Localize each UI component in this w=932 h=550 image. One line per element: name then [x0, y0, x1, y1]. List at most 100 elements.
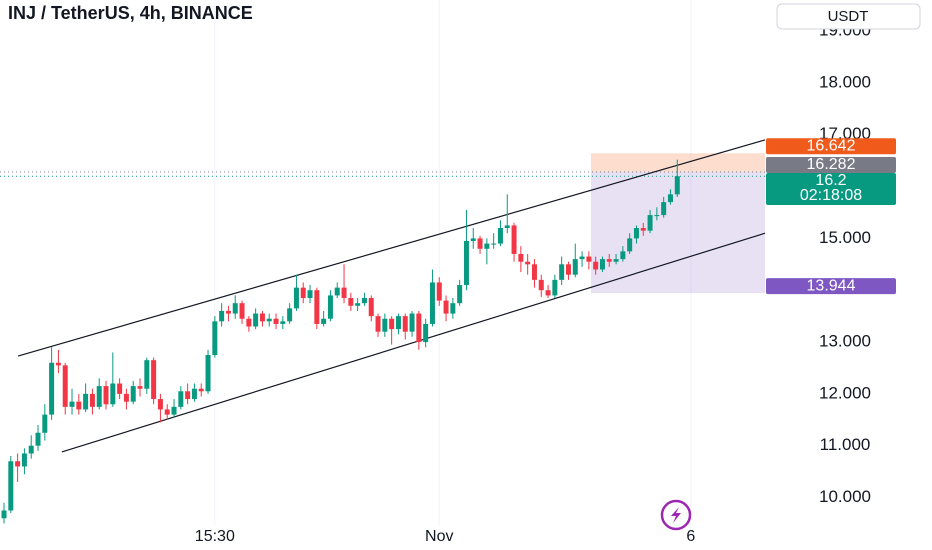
candle-body — [103, 386, 109, 405]
candle-body — [293, 287, 299, 309]
candle-body — [450, 303, 456, 314]
candle-body — [49, 362, 55, 415]
candle-body — [8, 461, 14, 511]
candle-body — [661, 202, 667, 216]
candle-body — [477, 238, 483, 249]
chart-title: INJ / TetherUS, 4h, BINANCE — [8, 3, 253, 23]
candle-body — [457, 285, 463, 304]
candle-body — [429, 282, 435, 324]
candle-body — [273, 318, 279, 324]
y-tick-label: 11.000 — [820, 435, 871, 454]
currency-label[interactable]: USDT — [828, 8, 869, 25]
x-tick-label: Nov — [425, 528, 453, 545]
candle-body — [633, 228, 639, 239]
candle-body — [654, 215, 660, 217]
candle-body — [171, 406, 177, 415]
candle-body — [15, 461, 21, 467]
candle-body — [307, 290, 313, 299]
price-badge-label: 16.2 — [815, 172, 846, 189]
candle-body — [395, 316, 401, 330]
stop-zone — [590, 153, 765, 172]
candle-body — [423, 323, 429, 343]
candle-body — [375, 316, 381, 332]
candle-body — [239, 303, 245, 319]
candle-body — [198, 388, 204, 392]
candle-body — [667, 194, 673, 203]
candle-body — [117, 383, 123, 394]
channel-line — [61, 232, 766, 453]
candle-body — [287, 308, 293, 322]
candle-body — [130, 386, 136, 402]
x-tick-label: 6 — [686, 528, 695, 545]
candle-body — [212, 321, 218, 356]
candle-body — [1, 510, 7, 519]
candle-body — [484, 243, 490, 249]
candle-body — [151, 360, 157, 400]
candle-body — [599, 259, 605, 270]
candle-body — [246, 318, 252, 327]
candle-body — [531, 264, 537, 280]
candle-body — [389, 318, 395, 330]
price-badge-label: 16.282 — [807, 156, 856, 173]
candle-body — [674, 176, 680, 195]
price-badge — [766, 172, 896, 205]
candle-body — [470, 238, 476, 241]
candle-body — [627, 238, 633, 252]
candle-body — [579, 256, 585, 260]
candle-body — [348, 298, 354, 306]
price-badge-label: 13.944 — [807, 277, 856, 294]
x-tick-label: 15:30 — [195, 528, 235, 545]
y-tick-label: 13.000 — [819, 332, 871, 351]
candle-body — [327, 295, 333, 319]
candle-body — [443, 300, 449, 314]
candle-body — [504, 225, 510, 229]
currency-button[interactable] — [776, 3, 921, 30]
y-tick-label: 12.000 — [819, 383, 871, 402]
candle-body — [55, 362, 61, 366]
candle-body — [89, 393, 95, 407]
y-tick-label: 15.000 — [819, 228, 871, 247]
candle-body — [280, 321, 286, 324]
plot-area — [0, 0, 766, 525]
candle-body — [355, 303, 361, 306]
candle-body — [185, 391, 191, 400]
price-badge-label: 16.642 — [807, 138, 856, 155]
candle-body — [232, 303, 238, 314]
candle-body — [559, 264, 565, 280]
price-badge — [766, 138, 896, 155]
candle-body — [300, 287, 306, 299]
countdown-label: 02:18:08 — [800, 187, 862, 204]
candle-body — [606, 259, 612, 262]
candle-body — [321, 318, 327, 324]
candle-body — [572, 259, 578, 275]
candle-body — [110, 383, 116, 405]
candle-body — [157, 399, 163, 410]
candle-body — [35, 432, 41, 446]
channel-line — [17, 139, 766, 357]
candle-body — [164, 409, 170, 415]
candle-body — [178, 391, 184, 407]
y-tick-label: 18.000 — [819, 72, 871, 91]
candle-body — [565, 264, 571, 275]
candle-body — [266, 318, 272, 322]
candle-body — [225, 310, 231, 314]
candle-body — [518, 253, 524, 262]
candle-body — [314, 290, 320, 324]
candle-body — [511, 225, 517, 254]
alert-bolt[interactable] — [671, 507, 681, 523]
candle-body — [613, 259, 619, 262]
y-tick-label: 10.000 — [819, 487, 871, 506]
candle-body — [191, 388, 197, 400]
candle-body — [62, 365, 68, 407]
alert-icon[interactable] — [660, 499, 692, 531]
candle-body — [640, 228, 646, 231]
price-axis: 10.00011.00012.00013.00015.00017.00018.0… — [766, 21, 896, 506]
candle-body — [253, 313, 259, 327]
candle-body — [409, 313, 415, 332]
candle-body — [361, 298, 367, 304]
candle-body — [137, 386, 143, 389]
candle-body — [28, 445, 34, 454]
candle-body — [586, 256, 592, 262]
price-badge — [766, 156, 896, 173]
